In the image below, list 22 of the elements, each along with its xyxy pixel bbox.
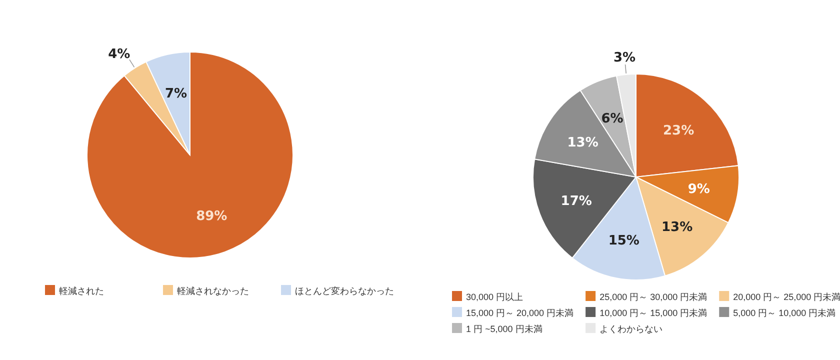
legend-label: 1 円 ~5,000 円未満 [466, 324, 542, 334]
data-label: 7% [165, 86, 188, 102]
legend-label: 25,000 円～ 30,000 円未満 [600, 292, 708, 302]
data-label: 23% [663, 123, 694, 138]
legend-label: 軽減されなかった [177, 286, 249, 296]
data-label: 17% [560, 194, 592, 209]
data-label: 3% [613, 50, 636, 66]
legend-label: 5,000 円～ 10,000 円未満 [733, 308, 836, 318]
legend-label: 30,000 円以上 [466, 292, 524, 302]
legend-label: 10,000 円～ 15,000 円未満 [600, 308, 708, 318]
data-label: 9% [688, 182, 710, 198]
legend-label: よくわからない [600, 324, 663, 334]
data-label: 6% [601, 112, 624, 127]
data-label: 13% [567, 136, 598, 151]
data-label: 13% [661, 220, 693, 235]
legend-label: 20,000 円～ 25,000 円未満 [733, 292, 840, 302]
legend-label: 15,000 円～ 20,000 円未満 [466, 308, 574, 318]
data-label: 89% [196, 209, 228, 224]
legend-label: 軽減された [59, 286, 104, 296]
legend-label: ほとんど変わらなかった [295, 286, 394, 296]
data-label: 4% [108, 46, 130, 62]
data-label: 15% [608, 234, 640, 249]
